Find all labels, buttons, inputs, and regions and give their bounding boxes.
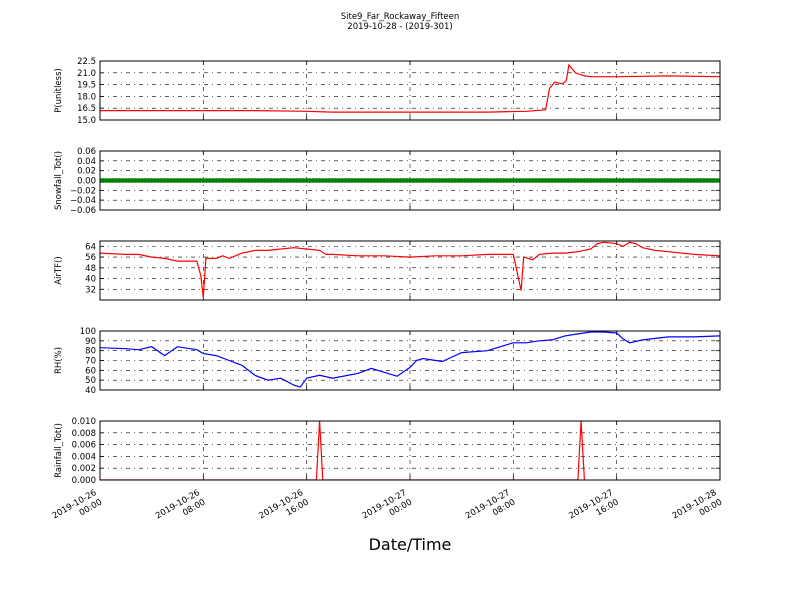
series-line (100, 241, 720, 298)
y-tick-label: 80 (85, 347, 96, 357)
y-tick-label: 64 (85, 242, 96, 252)
figure-subtitle: 2019-10-28 - (2019-301) (347, 22, 452, 32)
y-tick-label: 50 (85, 376, 96, 386)
axes-frame (99, 150, 721, 211)
y-tick-label: 0.010 (72, 417, 96, 427)
y-tick-label: 0.00 (77, 177, 96, 187)
y-tick-label: 18.0 (77, 92, 96, 102)
y-tick-label: 70 (85, 357, 96, 367)
x-tick-label: 2019-10-2600:00 (51, 488, 104, 531)
series-line (100, 421, 585, 480)
y-tick-label: 0.002 (72, 464, 96, 474)
data-point (717, 178, 720, 183)
y-axis-label: Rainfall_Tot() (54, 423, 64, 478)
y-tick-label: 0.02 (77, 167, 96, 177)
subplot-2: −0.06−0.04−0.020.000.020.040.06 Snowfall_… (54, 147, 721, 216)
y-tick-label: 19.5 (77, 81, 96, 91)
y-tick-label: 100 (80, 327, 96, 337)
y-axis-label: P(unitless) (54, 68, 64, 113)
x-tick-label: 2019-10-2616:00 (257, 488, 310, 531)
y-tick-label: 0.006 (72, 441, 96, 451)
subplots: 15.0 16.5 18.019.5 21.0 22.5 P(unitless) −0.06… (54, 57, 721, 486)
x-axis-label: Date/Time (369, 535, 452, 554)
subplot-1: 15.0 16.5 18.019.5 21.0 22.5 P(unitless) (54, 57, 721, 126)
x-tick-label: 2019-10-2700:00 (361, 488, 414, 531)
y-tick-label: −0.02 (70, 186, 96, 196)
y-tick-label: 90 (85, 337, 96, 347)
axes-frame (99, 240, 721, 301)
y-tick-label: 15.0 (77, 116, 96, 126)
y-tick-label: 48 (85, 264, 96, 274)
y-tick-label: 40 (85, 275, 96, 285)
y-tick-label: 0.004 (72, 452, 96, 462)
y-axis-label: AirTF() (54, 256, 64, 284)
y-axis-label: RH(%) (54, 347, 64, 374)
x-tick-label: 2019-10-2708:00 (464, 488, 517, 531)
axes-frame (99, 420, 721, 481)
y-tick-label: 0.008 (72, 429, 96, 439)
x-tick-labels: 2019-10-2600:00 2019-10-2608:00 2019-10-26… (51, 488, 724, 531)
y-tick-label: 60 (85, 366, 96, 376)
y-tick-label: −0.06 (70, 206, 96, 216)
y-axis-label: Snowfall_Tot() (54, 151, 64, 210)
y-tick-label: 40 (85, 386, 96, 396)
y-tick-label: 56 (85, 253, 96, 263)
y-tick-label: 22.5 (77, 57, 96, 67)
series-markers (100, 178, 720, 183)
figure-title: Site9_Far_Rockaway_Fifteen (341, 12, 460, 22)
y-tick-label: 0.04 (77, 157, 96, 167)
series-line (100, 331, 720, 388)
series-line (100, 63, 720, 113)
x-tick-label: 2019-10-2716:00 (567, 488, 620, 531)
y-tick-label: 16.5 (77, 104, 96, 114)
y-tick-label: 0.000 (72, 476, 96, 486)
y-tick-label: 0.06 (77, 147, 96, 157)
y-tick-label: 32 (85, 285, 96, 295)
y-tick-label: −0.04 (70, 196, 96, 206)
x-tick-label: 2019-10-2800:00 (671, 488, 724, 531)
axes-frame (99, 330, 721, 391)
axes-frame (99, 60, 721, 121)
x-tick-label: 2019-10-2608:00 (154, 488, 207, 531)
y-tick-label: 21.0 (77, 69, 96, 79)
